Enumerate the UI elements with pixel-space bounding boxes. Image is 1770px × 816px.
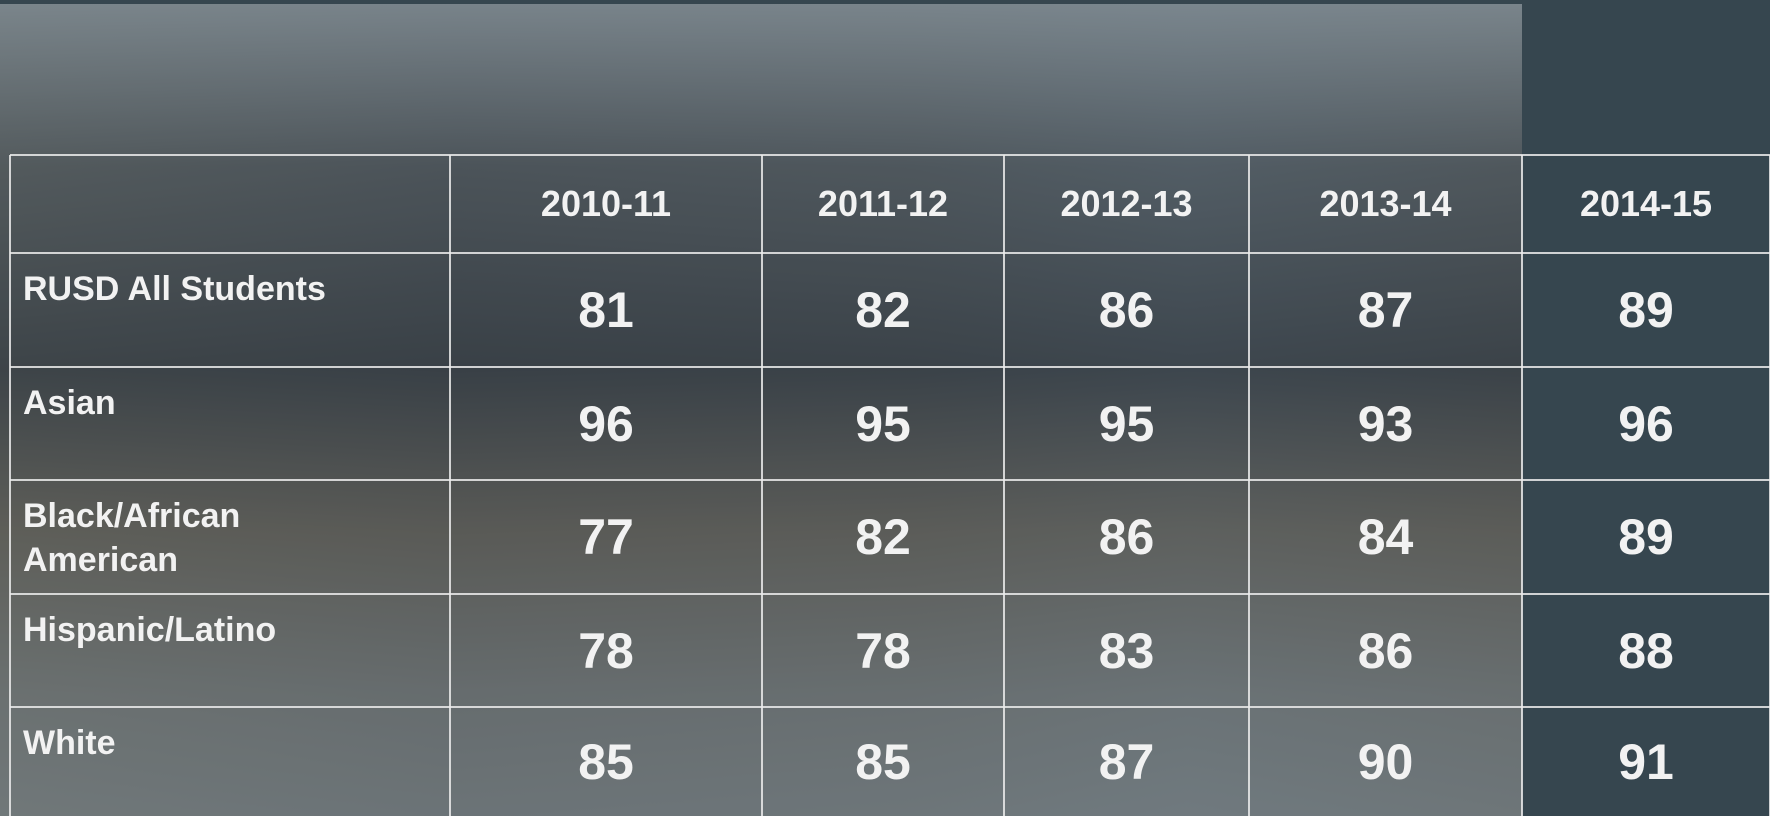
value-cell: 85 <box>450 707 762 816</box>
value-cell: 84 <box>1249 480 1522 594</box>
value-cell: 89 <box>1522 480 1770 594</box>
value-cell: 93 <box>1249 367 1522 480</box>
value-cell: 88 <box>1522 594 1770 707</box>
value-cell: 96 <box>450 367 762 480</box>
row-label: RUSD All Students <box>10 253 390 367</box>
value-cell: 83 <box>1004 594 1249 707</box>
row-label: Hispanic/Latino <box>10 594 390 707</box>
value-cell: 81 <box>450 253 762 367</box>
value-cell: 85 <box>762 707 1004 816</box>
table: 2010-112011-122012-132013-142014-15 RUSD … <box>0 0 1770 816</box>
value-cell: 91 <box>1522 707 1770 816</box>
row-label: White <box>10 707 390 816</box>
value-cell: 89 <box>1522 253 1770 367</box>
value-cell: 86 <box>1249 594 1522 707</box>
value-cell: 87 <box>1004 707 1249 816</box>
row-label: Asian <box>10 367 390 480</box>
column-header: 2014-15 <box>1522 155 1770 253</box>
value-cell: 87 <box>1249 253 1522 367</box>
value-cell: 86 <box>1004 480 1249 594</box>
value-cell: 86 <box>1004 253 1249 367</box>
value-cell: 82 <box>762 253 1004 367</box>
value-cell: 77 <box>450 480 762 594</box>
value-cell: 95 <box>1004 367 1249 480</box>
column-header: 2011-12 <box>762 155 1004 253</box>
value-cell: 78 <box>450 594 762 707</box>
column-header: 2013-14 <box>1249 155 1522 253</box>
value-cell: 95 <box>762 367 1004 480</box>
value-cell: 90 <box>1249 707 1522 816</box>
column-header: 2010-11 <box>450 155 762 253</box>
column-header: 2012-13 <box>1004 155 1249 253</box>
value-cell: 96 <box>1522 367 1770 480</box>
value-cell: 82 <box>762 480 1004 594</box>
row-label: Black/African American <box>10 480 390 594</box>
page: 2010-112011-122012-132013-142014-15 RUSD … <box>0 0 1770 816</box>
value-cell: 78 <box>762 594 1004 707</box>
